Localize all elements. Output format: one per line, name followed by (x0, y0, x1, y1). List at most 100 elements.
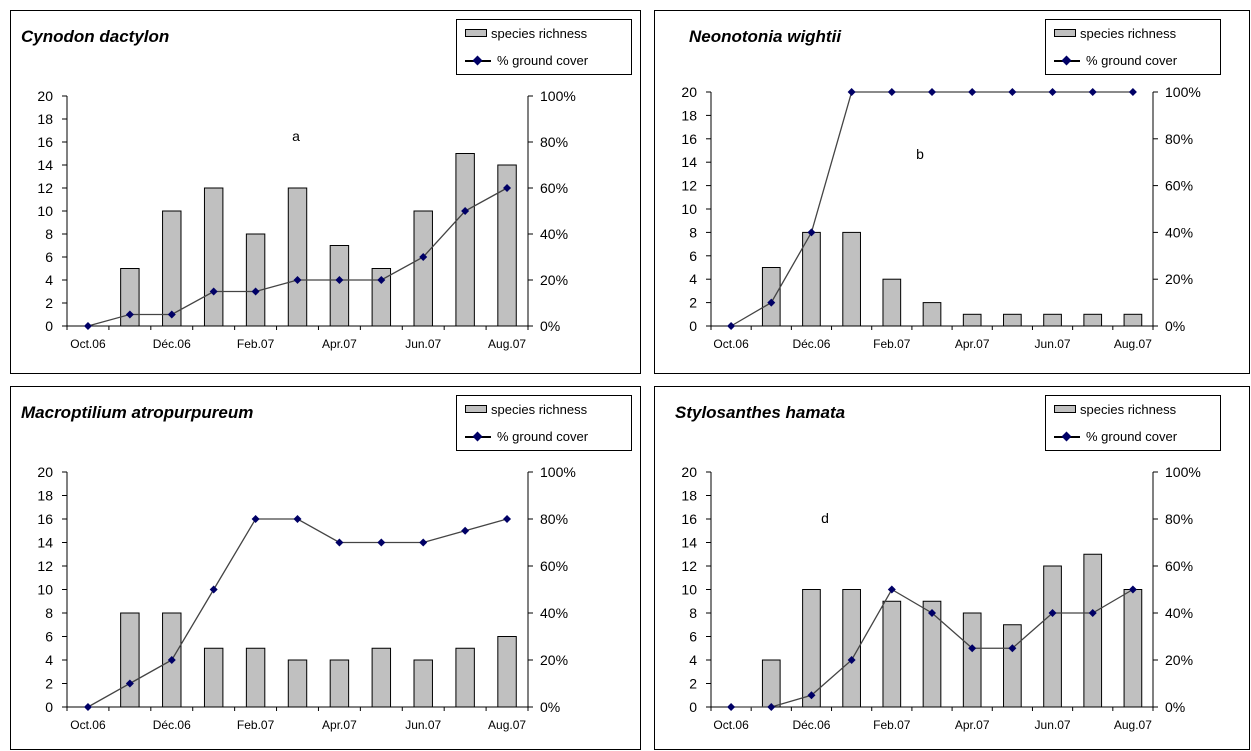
y-tick-label-right: 0% (1165, 699, 1185, 715)
x-tick-label: Jun.07 (405, 718, 441, 732)
y-tick-label-left: 6 (689, 629, 697, 645)
chart-panel-b: Neonotonia wightii species richness % gr… (654, 10, 1250, 374)
line-point (419, 539, 427, 547)
x-tick-label: Jun.07 (1035, 337, 1071, 351)
y-tick-label-right: 20% (540, 652, 568, 668)
y-tick-label-left: 6 (45, 629, 53, 645)
panel-letter: a (292, 128, 300, 144)
y-tick-label-right: 80% (540, 511, 568, 527)
bar (1084, 314, 1102, 326)
bar (246, 648, 264, 707)
bar (883, 601, 901, 707)
y-tick-label-left: 2 (45, 676, 53, 692)
x-tick-label: Jun.07 (405, 337, 441, 351)
x-tick-label: Oct.06 (70, 337, 106, 351)
x-tick-label: Oct.06 (70, 718, 106, 732)
bar (246, 234, 264, 326)
bar (1124, 314, 1142, 326)
bar (121, 613, 139, 707)
x-tick-label: Jun.07 (1035, 718, 1071, 732)
y-tick-label-right: 0% (540, 318, 560, 334)
bar (163, 211, 181, 326)
bar (963, 613, 981, 707)
y-tick-label-left: 2 (45, 295, 53, 311)
y-tick-label-right: 40% (1165, 605, 1193, 621)
x-tick-label: Apr.07 (322, 718, 357, 732)
y-tick-label-left: 4 (689, 271, 697, 287)
x-tick-label: Aug.07 (488, 718, 526, 732)
y-tick-label-left: 16 (37, 134, 53, 150)
y-tick-label-left: 10 (681, 582, 697, 598)
y-tick-label-left: 10 (681, 201, 697, 217)
line-point (727, 703, 735, 711)
line-point (727, 322, 735, 330)
bar (414, 660, 432, 707)
line-point (294, 515, 302, 523)
y-tick-label-left: 0 (45, 318, 53, 334)
y-tick-label-left: 20 (37, 88, 53, 104)
y-tick-label-left: 0 (45, 699, 53, 715)
y-tick-label-left: 8 (689, 224, 697, 240)
bar (1124, 590, 1142, 708)
y-tick-label-left: 4 (45, 272, 53, 288)
x-tick-label: Feb.07 (873, 718, 911, 732)
x-tick-label: Feb.07 (237, 337, 275, 351)
chart-panel-a: Cynodon dactylon species richness % grou… (10, 10, 641, 374)
bar (803, 232, 821, 326)
y-tick-label-left: 14 (37, 535, 53, 551)
x-tick-label: Apr.07 (322, 337, 357, 351)
bar (1084, 554, 1102, 707)
y-tick-label-left: 12 (681, 558, 697, 574)
bar (288, 188, 306, 326)
line-point (461, 527, 469, 535)
bar (1004, 314, 1022, 326)
x-tick-label: Aug.07 (488, 337, 526, 351)
y-tick-label-left: 0 (689, 318, 697, 334)
bar (330, 660, 348, 707)
line-point (1049, 88, 1057, 96)
bar (330, 246, 348, 327)
y-tick-label-left: 0 (689, 699, 697, 715)
y-tick-label-left: 12 (37, 180, 53, 196)
line-point (928, 88, 936, 96)
y-tick-label-left: 16 (37, 511, 53, 527)
bar (963, 314, 981, 326)
y-tick-label-left: 8 (45, 605, 53, 621)
bar (456, 648, 474, 707)
line-point (1129, 88, 1137, 96)
x-tick-label: Oct.06 (713, 718, 749, 732)
x-tick-label: Apr.07 (955, 337, 990, 351)
ground-cover-line (731, 92, 1133, 326)
x-tick-label: Apr.07 (955, 718, 990, 732)
y-tick-label-left: 8 (689, 605, 697, 621)
y-tick-label-right: 60% (540, 180, 568, 196)
line-point (210, 586, 218, 594)
y-tick-label-right: 80% (540, 134, 568, 150)
y-tick-label-left: 16 (681, 511, 697, 527)
line-point (1089, 88, 1097, 96)
x-tick-label: Aug.07 (1114, 718, 1152, 732)
x-tick-label: Déc.06 (792, 718, 830, 732)
bar (923, 303, 941, 326)
y-tick-label-right: 20% (540, 272, 568, 288)
y-tick-label-left: 18 (37, 488, 53, 504)
y-tick-label-left: 8 (45, 226, 53, 242)
x-tick-label: Aug.07 (1114, 337, 1152, 351)
y-tick-label-left: 6 (45, 249, 53, 265)
x-tick-label: Oct.06 (713, 337, 749, 351)
bar (288, 660, 306, 707)
panel-letter: b (916, 146, 924, 162)
y-tick-label-right: 0% (540, 699, 560, 715)
bar (1044, 566, 1062, 707)
y-tick-label-right: 60% (540, 558, 568, 574)
chart-plot: 0 2 4 6 8 10 12 14 16 18 20 0% 20% 40% 60% 80% 100% Oct.0… (11, 387, 642, 751)
bar (923, 601, 941, 707)
y-tick-label-right: 40% (1165, 224, 1193, 240)
y-tick-label-left: 2 (689, 295, 697, 311)
y-tick-label-right: 40% (540, 605, 568, 621)
bar (498, 637, 516, 708)
line-point (84, 322, 92, 330)
line-point (968, 88, 976, 96)
bar (762, 660, 780, 707)
y-tick-label-left: 12 (37, 558, 53, 574)
